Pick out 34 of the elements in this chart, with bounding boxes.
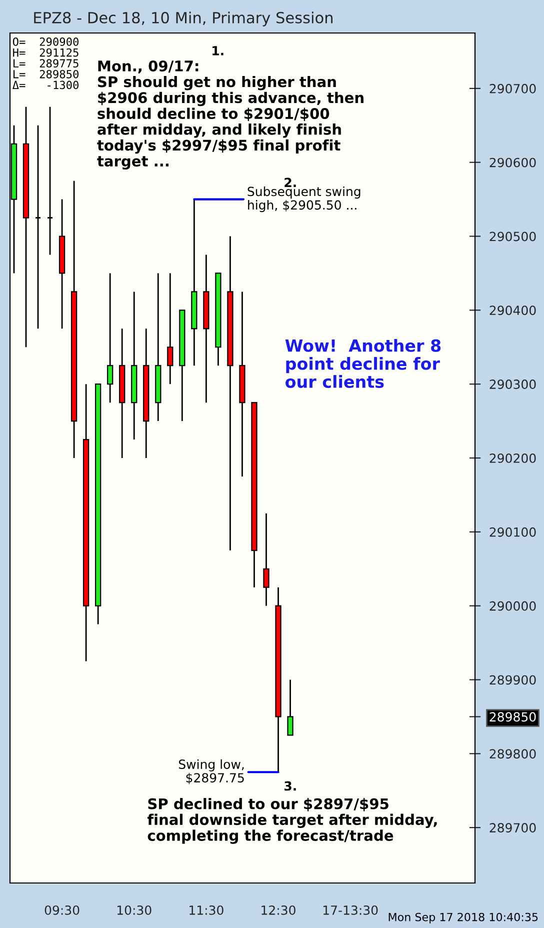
y-tick-label: 290200 xyxy=(490,453,536,463)
annotation: 1. xyxy=(212,46,224,56)
annotation: Mon., 09/17: SP should get no higher than $2906 during this advance, then should decline to $2901/$00 after midday, and likely finish today's $2997/$95 final profit target ... xyxy=(97,60,364,170)
y-tick-label: 290000 xyxy=(490,601,536,611)
candlestick xyxy=(167,272,174,385)
annotation: O= 290900 H= 291125 L= 289775 L= 289850 Δ= -1300 xyxy=(12,38,78,90)
text: Mon Sep 17 2018 10:40:35 xyxy=(388,912,538,924)
y-tick-label: 290600 xyxy=(490,158,536,168)
y-tick-label: 289850 xyxy=(490,712,536,722)
candlestick xyxy=(263,512,270,607)
y-tick-label: 289700 xyxy=(490,823,536,832)
x-tick-label: 17-13:30 xyxy=(323,905,378,915)
y-tick-label: 290500 xyxy=(490,232,536,242)
x-tick-label: 11:30 xyxy=(190,905,224,915)
candlestick xyxy=(107,272,114,404)
y-tick-label: 290100 xyxy=(490,527,536,537)
annotation: Wow! Another 8 point decline for our clients xyxy=(285,339,441,388)
y-tick-label: 290700 xyxy=(490,84,536,94)
candlestick xyxy=(287,679,294,736)
x-tick-label: 10:30 xyxy=(117,905,152,915)
chart-title: EPZ8 - Dec 18, 10 Min, Primary Session xyxy=(34,12,332,26)
candlestick xyxy=(46,106,54,256)
x-tick-label: 12:30 xyxy=(262,905,296,915)
annotation: Swing low, $2897.75 xyxy=(178,759,244,784)
y-tick-label: 290400 xyxy=(490,306,536,316)
annotation: 2. xyxy=(284,178,296,187)
annotation: Subsequent swing high, $2905.50 ... xyxy=(248,186,360,212)
y-tick-label: 290300 xyxy=(490,380,536,390)
annotation: 3. xyxy=(284,781,296,791)
y-tick-label: 289900 xyxy=(490,675,536,685)
annotation: SP declined to our $2897/$95 final downside target after midday, completing the forecast/trade xyxy=(147,798,437,844)
candlestick xyxy=(34,124,42,330)
y-tick-label: 289800 xyxy=(490,749,536,759)
x-tick-label: 09:30 xyxy=(44,905,80,915)
